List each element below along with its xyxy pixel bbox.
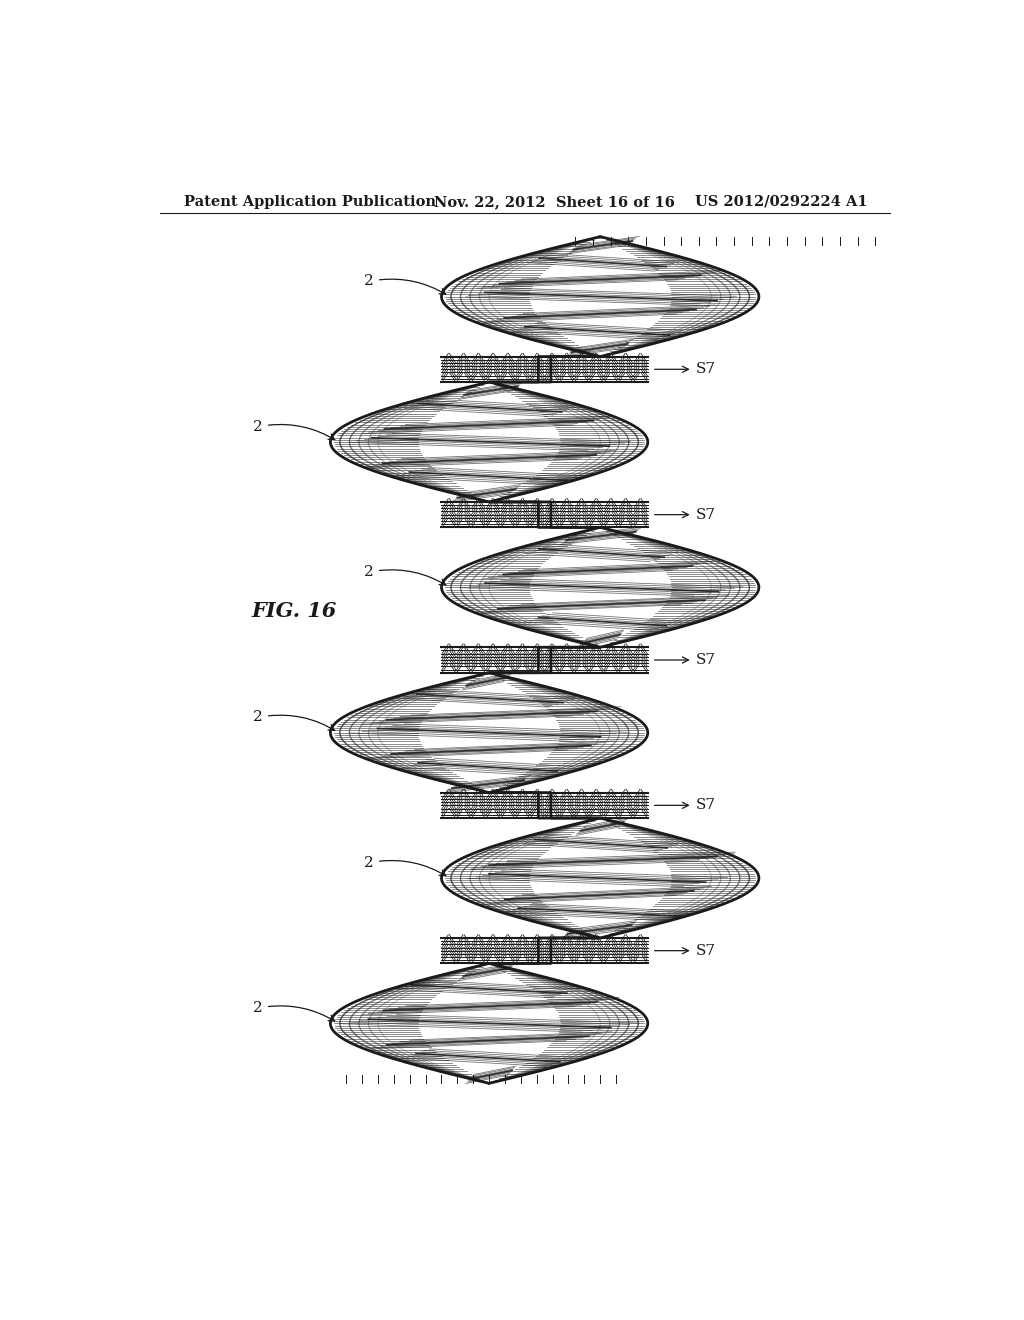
Text: 2: 2 [253, 710, 335, 730]
Text: 2: 2 [365, 275, 445, 294]
Text: S7: S7 [654, 653, 716, 667]
Text: Nov. 22, 2012  Sheet 16 of 16: Nov. 22, 2012 Sheet 16 of 16 [433, 195, 675, 209]
Text: 2: 2 [365, 855, 445, 875]
Text: S7: S7 [654, 944, 716, 958]
Text: Patent Application Publication: Patent Application Publication [183, 195, 435, 209]
Text: S7: S7 [654, 362, 716, 376]
Text: FIG. 16: FIG. 16 [251, 601, 336, 620]
Text: S7: S7 [654, 508, 716, 521]
Text: 2: 2 [253, 420, 335, 440]
Text: 2: 2 [365, 565, 445, 585]
Text: US 2012/0292224 A1: US 2012/0292224 A1 [695, 195, 868, 209]
Text: 2: 2 [253, 1001, 335, 1022]
Text: S7: S7 [654, 799, 716, 812]
